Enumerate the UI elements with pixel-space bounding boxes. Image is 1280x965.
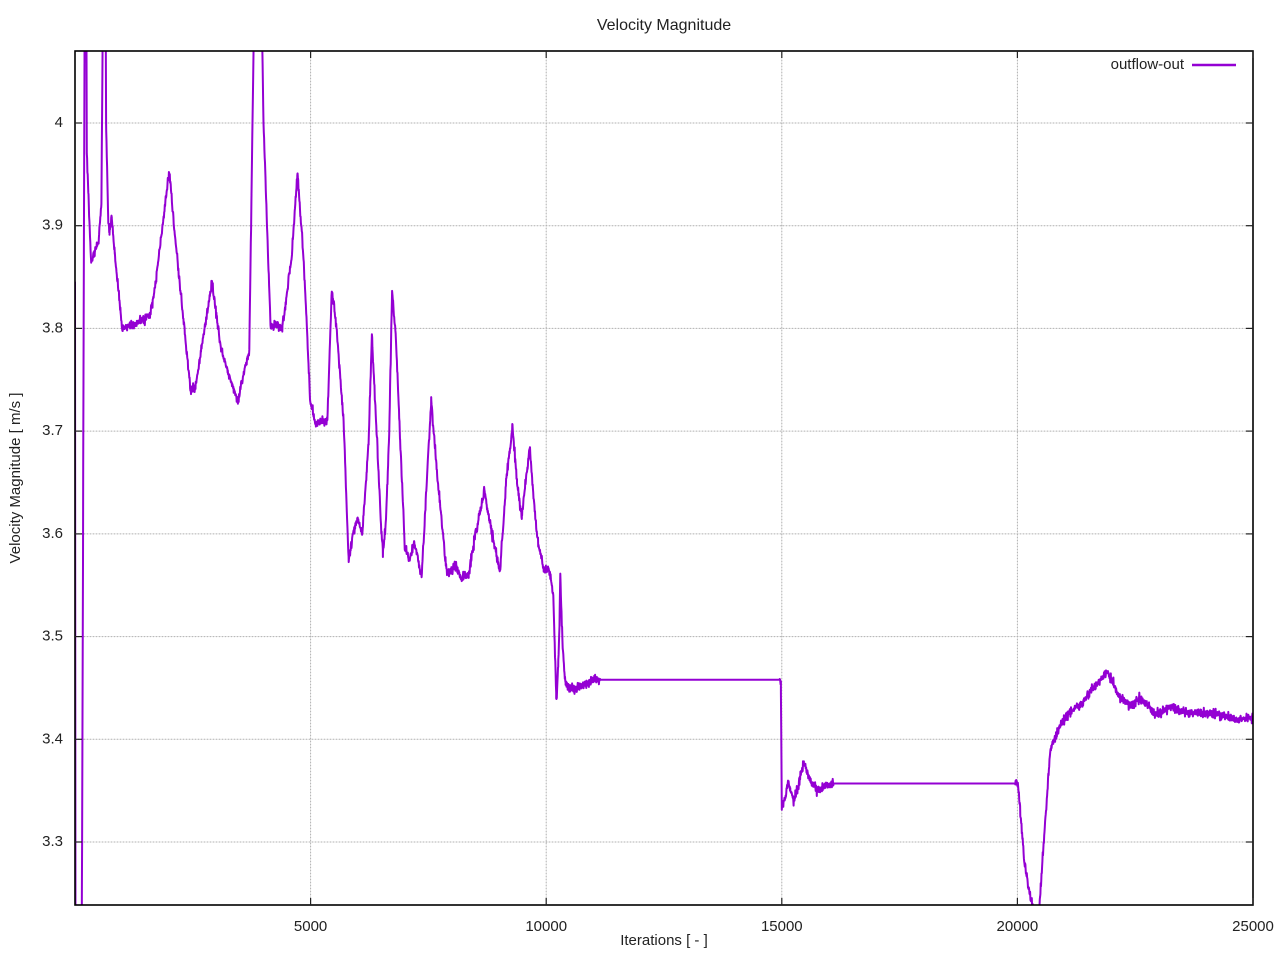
svg-text:3.3: 3.3	[42, 833, 63, 850]
svg-text:3.6: 3.6	[42, 525, 63, 542]
svg-text:3.5: 3.5	[42, 628, 63, 645]
svg-text:Velocity Magnitude [ m/s ]: Velocity Magnitude [ m/s ]	[7, 393, 24, 564]
svg-text:3.7: 3.7	[42, 422, 63, 439]
svg-text:4: 4	[55, 114, 63, 131]
svg-text:5000: 5000	[294, 918, 327, 935]
svg-text:3.9: 3.9	[42, 217, 63, 234]
svg-text:outflow-out: outflow-out	[1111, 56, 1185, 73]
svg-text:15000: 15000	[761, 918, 803, 935]
svg-text:3.8: 3.8	[42, 319, 63, 336]
svg-text:25000: 25000	[1232, 918, 1274, 935]
svg-text:Velocity Magnitude: Velocity Magnitude	[597, 17, 731, 34]
svg-text:20000: 20000	[997, 918, 1039, 935]
svg-text:3.4: 3.4	[42, 730, 63, 747]
svg-text:10000: 10000	[525, 918, 567, 935]
svg-text:Iterations [ - ]: Iterations [ - ]	[620, 932, 708, 949]
